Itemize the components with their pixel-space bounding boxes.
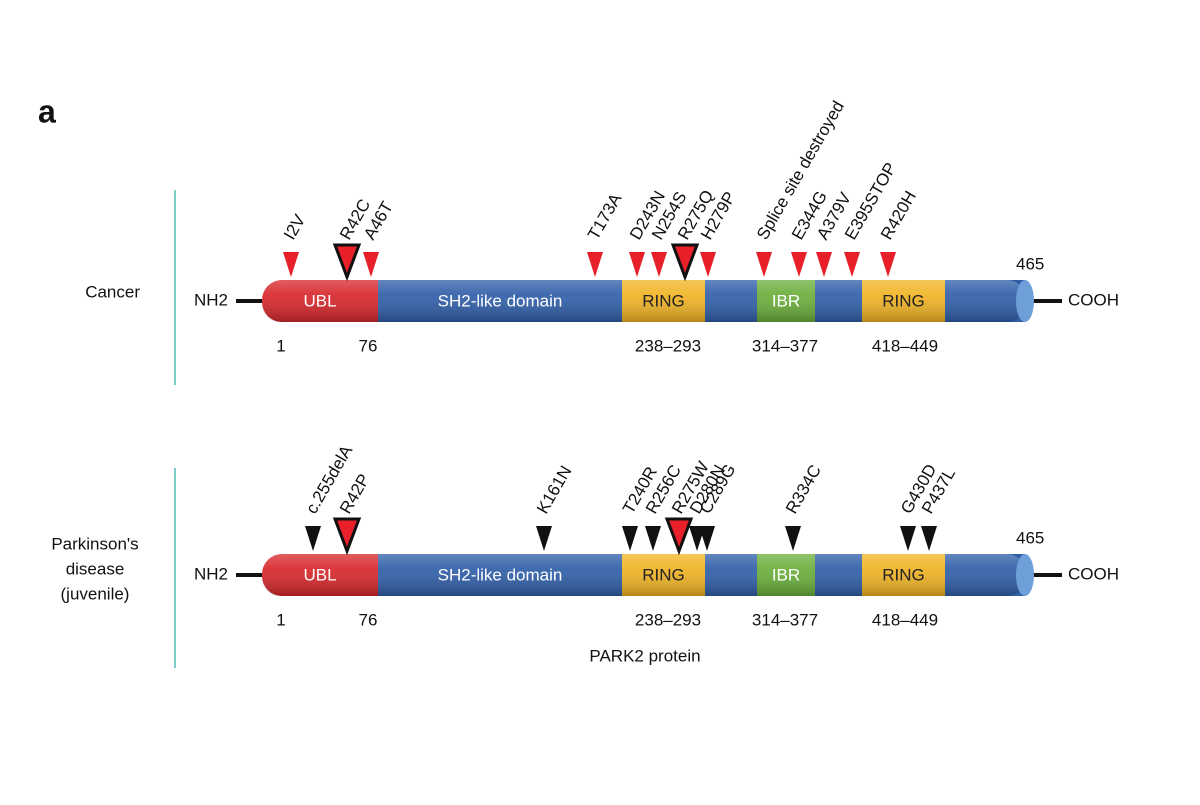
mutation-marker <box>536 526 552 551</box>
domain-label: RING <box>642 291 685 310</box>
mutation-marker <box>645 526 661 551</box>
mutation-marker <box>629 252 645 277</box>
track-label: Cancer <box>85 282 140 301</box>
position-label: 1 <box>276 610 285 629</box>
track-label: Parkinson's <box>51 534 138 553</box>
mutation-marker <box>363 252 379 277</box>
domain-label: IBR <box>772 565 800 584</box>
mutation-marker <box>785 526 801 551</box>
mutation-marker <box>880 252 896 277</box>
mutation-marker <box>900 526 916 551</box>
length-label: 465 <box>1016 528 1044 547</box>
position-label: 418–449 <box>872 610 938 629</box>
mutation-marker <box>756 252 772 277</box>
mutation-marker <box>283 252 299 277</box>
footer-label: PARK2 protein <box>589 646 700 665</box>
n-terminus-label: NH2 <box>194 290 228 309</box>
cylinder-shade <box>262 280 1025 322</box>
mutation-marker <box>816 252 832 277</box>
mutation-marker <box>921 526 937 551</box>
mutation-marker <box>670 243 700 282</box>
panel-label: a <box>38 93 56 129</box>
mutation-marker <box>699 526 715 551</box>
mutation-marker <box>651 252 667 277</box>
position-label: 314–377 <box>752 336 818 355</box>
c-terminus-label: COOH <box>1068 290 1119 309</box>
position-label: 76 <box>359 336 378 355</box>
track-label: disease <box>66 559 125 578</box>
position-label: 314–377 <box>752 610 818 629</box>
domain-label: SH2-like domain <box>438 565 563 584</box>
domain-label: RING <box>642 565 685 584</box>
track-label: (juvenile) <box>61 584 130 603</box>
cylinder-end <box>1016 554 1034 596</box>
cylinder-shade <box>262 554 1025 596</box>
length-label: 465 <box>1016 254 1044 273</box>
domain-label: UBL <box>303 291 336 310</box>
n-terminus-label: NH2 <box>194 564 228 583</box>
domain-label: IBR <box>772 291 800 310</box>
mutation-marker <box>622 526 638 551</box>
domain-label: UBL <box>303 565 336 584</box>
position-label: 238–293 <box>635 610 701 629</box>
mutation-marker <box>700 252 716 277</box>
position-label: 238–293 <box>635 336 701 355</box>
mutation-marker <box>791 252 807 277</box>
position-label: 76 <box>359 610 378 629</box>
mutation-marker <box>664 517 694 556</box>
mutation-marker <box>332 243 362 282</box>
domain-label: RING <box>882 291 925 310</box>
domain-label: RING <box>882 565 925 584</box>
mutation-marker <box>332 517 362 556</box>
domain-label: SH2-like domain <box>438 291 563 310</box>
position-label: 418–449 <box>872 336 938 355</box>
mutation-marker <box>844 252 860 277</box>
c-terminus-label: COOH <box>1068 564 1119 583</box>
cylinder-end <box>1016 280 1034 322</box>
mutation-marker <box>305 526 321 551</box>
mutation-marker <box>587 252 603 277</box>
position-label: 1 <box>276 336 285 355</box>
